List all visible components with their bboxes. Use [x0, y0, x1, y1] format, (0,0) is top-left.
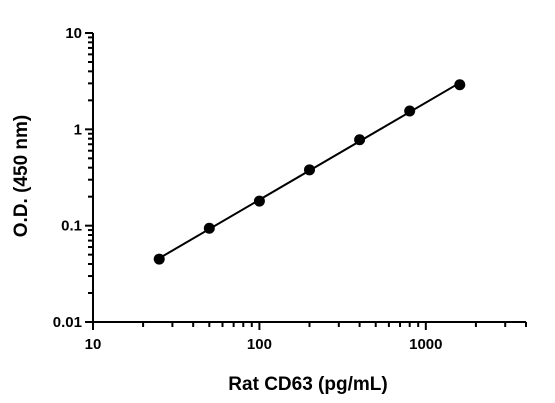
y-tick-label: 1 [74, 121, 82, 138]
data-point [203, 222, 215, 234]
data-point [354, 134, 366, 146]
x-tick-label: 100 [247, 336, 272, 353]
tick-labels: 10 100 1000 0.01 0.1 1 10 [53, 25, 443, 353]
x-tick-label: 10 [85, 336, 102, 353]
x-axis-label: Rat CD63 (pg/mL) [228, 374, 387, 395]
data-point [454, 79, 466, 91]
y-tick-label: 0.1 [61, 218, 82, 235]
axes [85, 32, 527, 330]
data-point [404, 105, 416, 117]
data-point [253, 195, 265, 207]
data-points [153, 79, 466, 265]
y-axis-label: O.D. (450 nm) [11, 115, 32, 237]
y-tick-label: 10 [65, 25, 82, 42]
y-tick-label: 0.01 [53, 314, 82, 331]
x-tick-label: 1000 [409, 336, 442, 353]
data-point [153, 253, 165, 265]
data-point [304, 164, 315, 176]
